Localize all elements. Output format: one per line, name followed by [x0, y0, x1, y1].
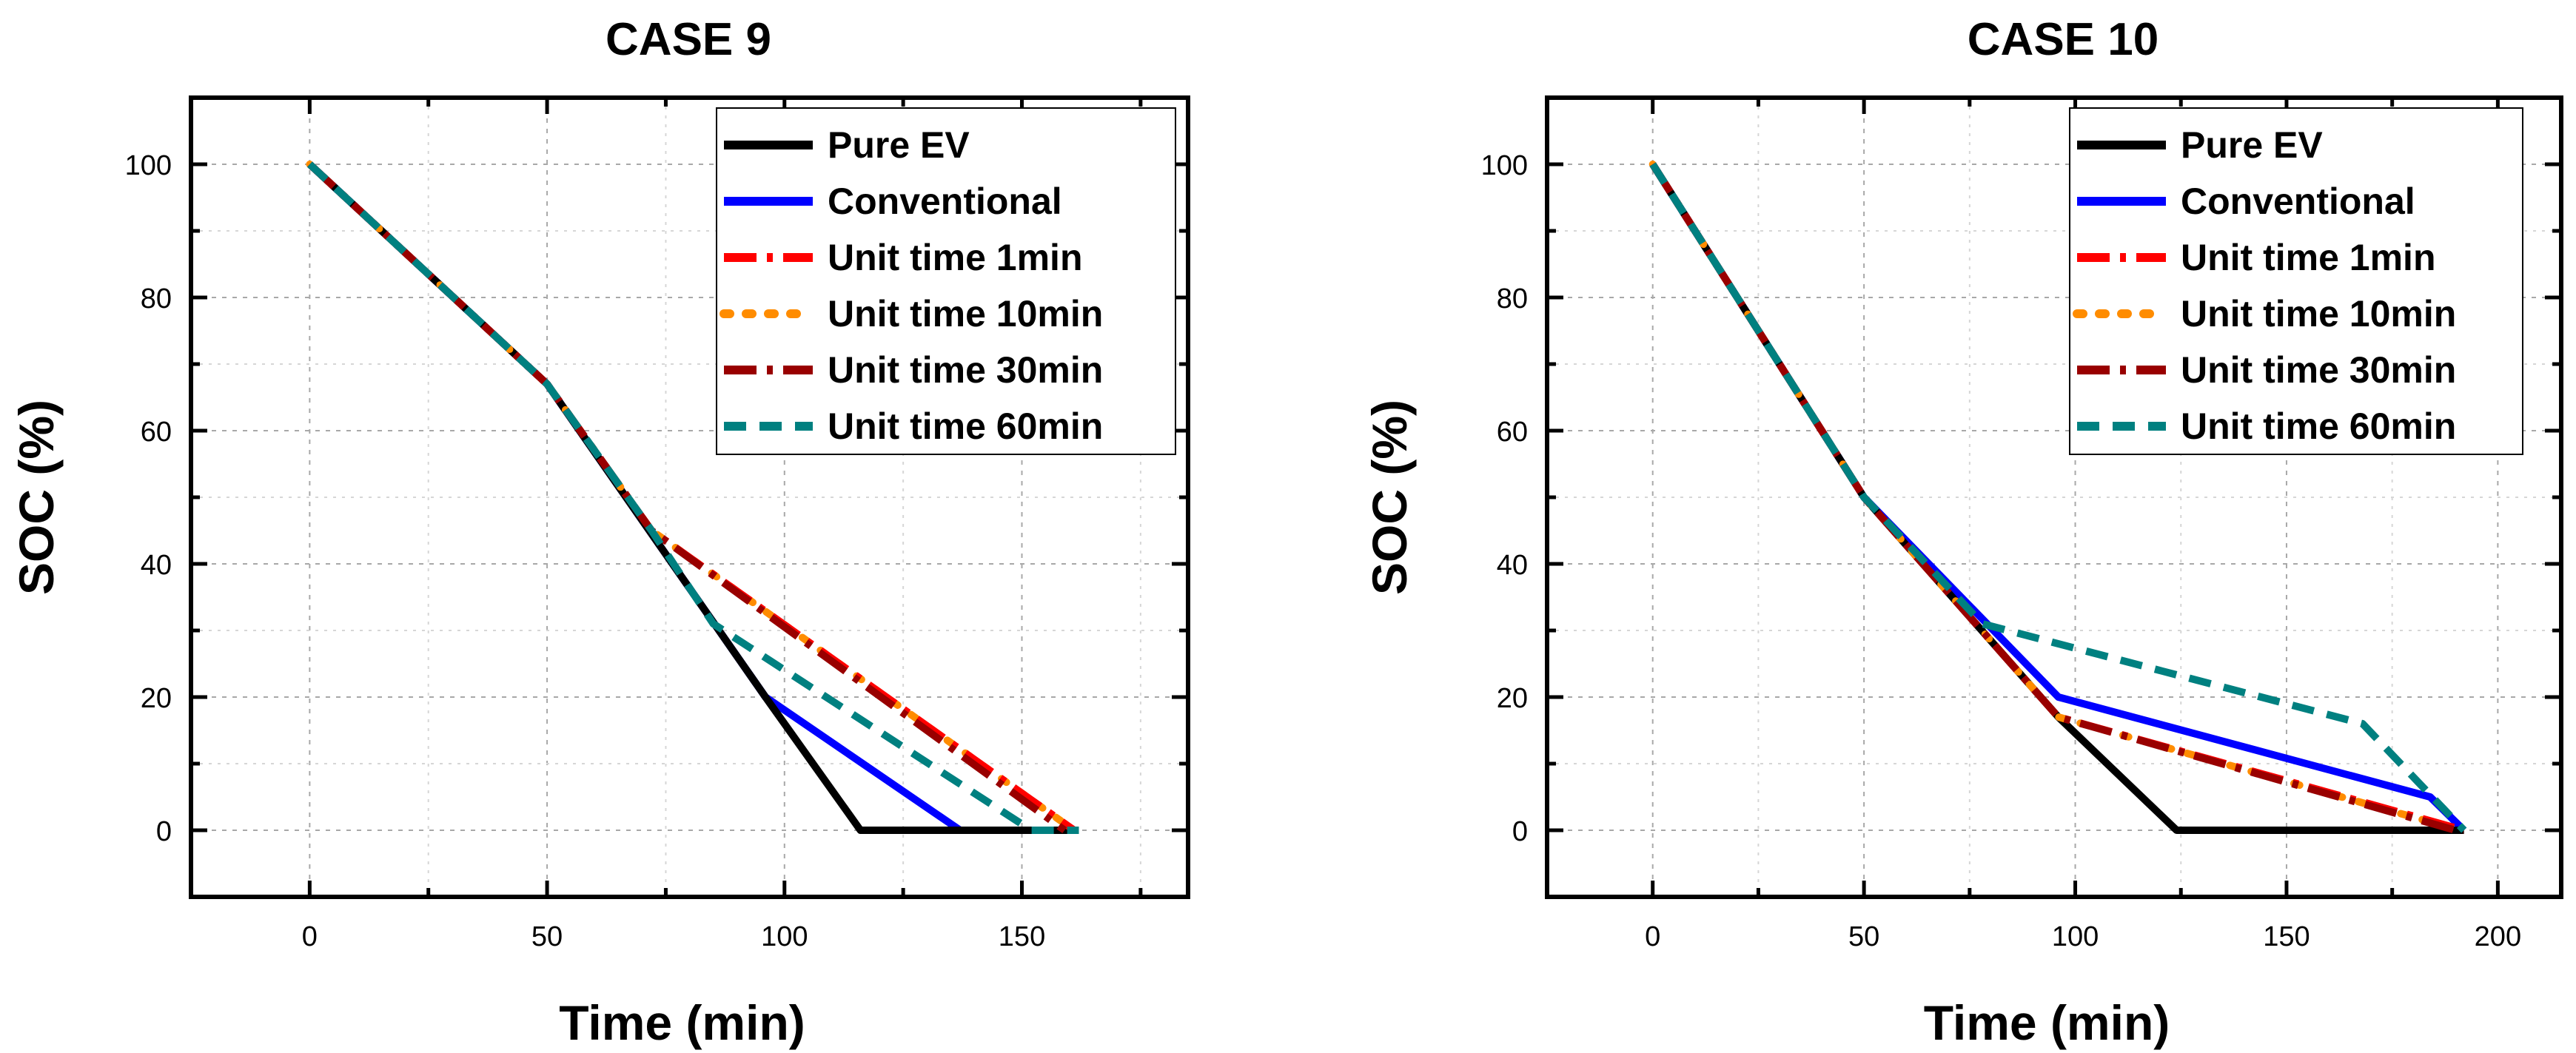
- x-tick-label: 150: [999, 921, 1045, 952]
- x-axis-label: Time (min): [1924, 995, 2170, 1050]
- legend: Pure EV Conventional Unit time 1min Unit ti…: [716, 107, 1176, 455]
- y-tick-label: 100: [1481, 150, 1528, 181]
- y-tick-label: 80: [1497, 283, 1528, 314]
- x-tick-label: 200: [2475, 921, 2521, 952]
- y-tick-label: 20: [1497, 683, 1528, 714]
- y-axis-label: SOC (%): [1362, 400, 1417, 595]
- legend-label: Unit time 10min: [2181, 293, 2456, 334]
- x-tick-label: 50: [531, 921, 563, 952]
- legend-box: [716, 107, 1176, 455]
- legend-label: Unit time 1min: [2181, 237, 2435, 278]
- y-tick-label: 20: [141, 683, 172, 714]
- legend-label: Conventional: [2181, 181, 2415, 222]
- series-line-unit-time-60min: [1649, 162, 2467, 833]
- y-tick-label: 0: [1512, 816, 1528, 847]
- chart-title: CASE 9: [606, 14, 771, 65]
- legend-label: Unit time 30min: [2181, 349, 2456, 391]
- x-tick-label: 0: [1645, 921, 1660, 952]
- legend-label: Conventional: [828, 181, 1062, 222]
- y-tick-label: 0: [156, 816, 172, 847]
- legend-label: Unit time 30min: [828, 349, 1103, 391]
- legend-label: Unit time 10min: [828, 293, 1103, 334]
- chart-title: CASE 10: [1968, 14, 2159, 65]
- y-tick-label: 40: [141, 550, 172, 581]
- chart-panel-case-9: 0 50 100 150 0 20 40 60 80 100 CASE 9 Time (min) SOC…: [9, 14, 1190, 1050]
- y-tick-label: 100: [125, 150, 172, 181]
- legend-label: Pure EV: [2181, 124, 2323, 166]
- chart-panel-case-10: 0 50 100 150 200 0 20 40 60 80 100 CASE 10 Time (min…: [1362, 14, 2563, 1050]
- legend-label: Unit time 60min: [2181, 406, 2456, 447]
- y-axis-label: SOC (%): [9, 400, 64, 595]
- y-tick-label: 80: [141, 283, 172, 314]
- y-tick-label: 60: [141, 417, 172, 448]
- legend-label: Unit time 1min: [828, 237, 1082, 278]
- legend-label: Pure EV: [828, 124, 970, 166]
- series-line-unit-time-60min: [307, 161, 1079, 834]
- x-axis-label: Time (min): [559, 995, 805, 1050]
- x-tick-label: 150: [2263, 921, 2310, 952]
- x-tick-label: 100: [761, 921, 808, 952]
- x-tick-label: 50: [1848, 921, 1879, 952]
- x-tick-label: 100: [2052, 921, 2099, 952]
- legend-box: [2069, 107, 2523, 455]
- legend: Pure EV Conventional Unit time 1min Unit ti…: [2069, 107, 2523, 455]
- legend-label: Unit time 60min: [828, 406, 1103, 447]
- y-tick-label: 60: [1497, 417, 1528, 448]
- x-tick-label: 0: [302, 921, 318, 952]
- y-tick-label: 40: [1497, 550, 1528, 581]
